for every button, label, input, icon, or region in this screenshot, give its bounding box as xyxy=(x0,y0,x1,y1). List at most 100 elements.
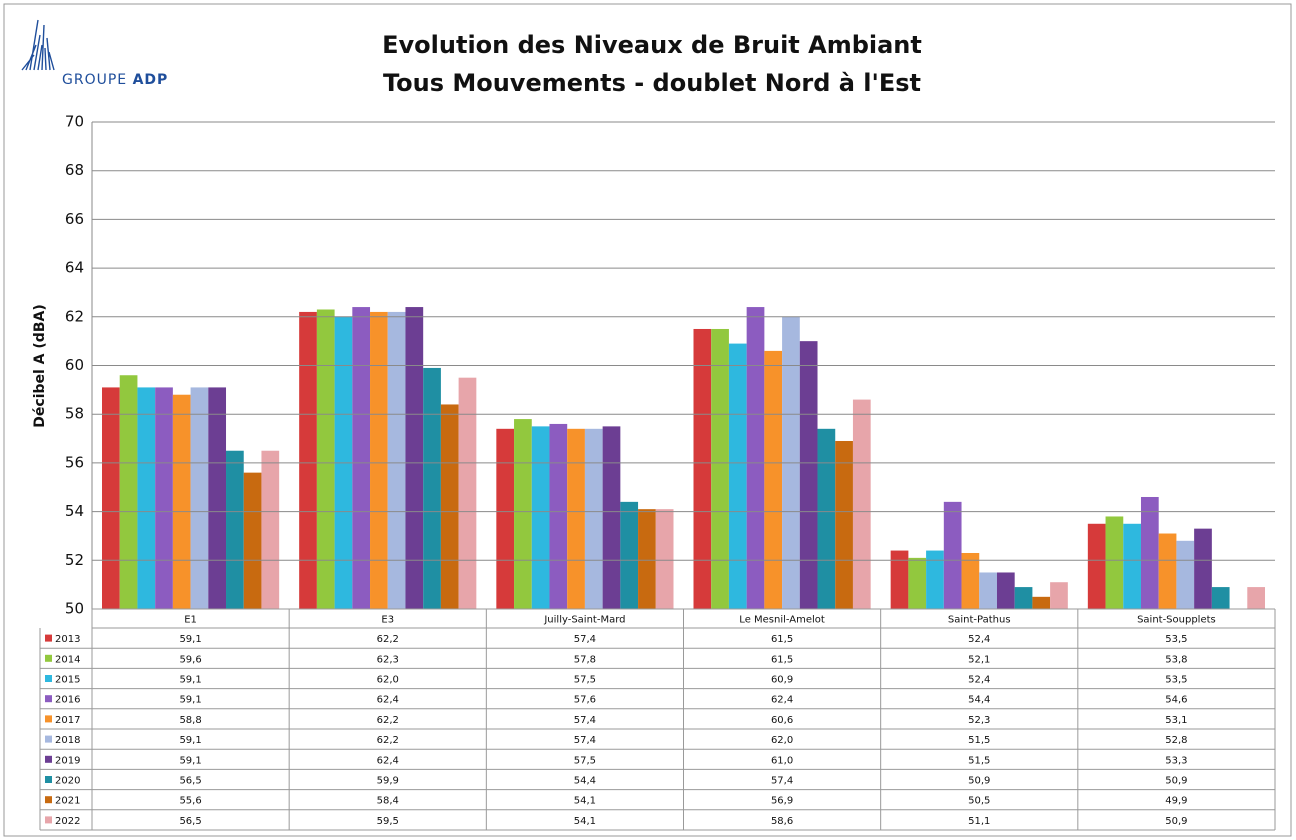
bar xyxy=(638,509,656,609)
legend-swatch xyxy=(45,654,52,662)
bar xyxy=(1050,582,1068,609)
bar xyxy=(387,311,406,609)
bar xyxy=(208,387,227,609)
table-cell: 61,5 xyxy=(771,634,793,645)
table-cell: 50,9 xyxy=(1165,816,1187,827)
y-tick-label: 56 xyxy=(65,453,84,471)
table-cell: 50,9 xyxy=(968,776,990,787)
bar xyxy=(890,550,909,609)
bar xyxy=(1176,540,1195,609)
legend-label: 2017 xyxy=(55,715,80,726)
table-cell: 52,4 xyxy=(968,634,990,645)
bar xyxy=(1032,596,1051,609)
plot xyxy=(102,307,1265,609)
bar xyxy=(1211,587,1230,609)
bar xyxy=(261,450,280,609)
bar xyxy=(243,472,262,609)
bar xyxy=(316,309,335,609)
y-axis-label: Décibel A (dBA) xyxy=(32,304,48,427)
bar xyxy=(979,572,997,609)
y-tick-label: 60 xyxy=(65,356,84,374)
table-cell: 52,1 xyxy=(968,654,990,665)
bar xyxy=(1158,533,1177,609)
y-tick-label: 66 xyxy=(65,210,84,228)
table-cell: 57,5 xyxy=(574,755,596,766)
table-cell: 53,3 xyxy=(1165,755,1187,766)
table-cell: 62,0 xyxy=(377,675,399,686)
table-cell: 62,4 xyxy=(377,755,399,766)
bar xyxy=(1247,587,1265,609)
bar xyxy=(190,387,209,609)
bar xyxy=(496,428,515,609)
table-cell: 53,8 xyxy=(1165,654,1187,665)
x-tick-label: E3 xyxy=(381,615,394,626)
table-cell: 59,1 xyxy=(179,755,201,766)
bar xyxy=(764,350,783,609)
legend-swatch xyxy=(45,634,52,642)
bar xyxy=(370,311,388,609)
bar xyxy=(137,387,156,609)
y-tick-label: 70 xyxy=(65,113,84,131)
bar xyxy=(440,404,459,609)
bar xyxy=(172,394,191,609)
table-cell: 58,6 xyxy=(771,816,793,827)
table-cell: 57,5 xyxy=(574,675,596,686)
table-cell: 52,4 xyxy=(968,675,990,686)
bar xyxy=(514,419,532,609)
bar xyxy=(728,343,747,609)
bar xyxy=(352,307,371,609)
bar xyxy=(1014,587,1033,609)
legend-swatch xyxy=(45,735,52,743)
table-cell: 57,4 xyxy=(771,776,793,787)
bar xyxy=(405,307,424,609)
bar xyxy=(996,572,1015,609)
table-cell: 50,5 xyxy=(968,796,990,807)
table-cell: 62,2 xyxy=(377,715,399,726)
legend-swatch xyxy=(45,675,52,682)
logo-icon xyxy=(21,19,55,71)
x-tick-label: Juilly-Saint-Mard xyxy=(543,615,625,626)
table-cell: 54,1 xyxy=(574,796,596,807)
bar xyxy=(711,328,729,609)
table-cell: 62,3 xyxy=(377,654,399,665)
table-cell: 57,6 xyxy=(574,695,596,706)
bar xyxy=(961,552,980,609)
x-tick-label: Saint-Soupplets xyxy=(1137,615,1216,626)
chart-subtitle: Tous Mouvements - doublet Nord à l'Est xyxy=(383,69,921,97)
bar xyxy=(1105,516,1124,609)
legend-swatch xyxy=(45,695,52,703)
table-cell: 61,0 xyxy=(771,755,793,766)
bar xyxy=(299,311,317,609)
table-cell: 51,5 xyxy=(968,755,990,766)
bar xyxy=(943,501,962,609)
bar xyxy=(799,341,818,609)
bar xyxy=(531,426,550,609)
y-tick-label: 62 xyxy=(65,307,84,325)
table-cell: 62,4 xyxy=(377,695,399,706)
bar xyxy=(102,387,120,609)
bar xyxy=(835,440,853,609)
legend-swatch xyxy=(45,796,52,804)
table-cell: 51,5 xyxy=(968,735,990,746)
bar xyxy=(693,328,712,609)
bar xyxy=(584,428,603,609)
x-tick-label: E1 xyxy=(184,615,197,626)
table-cell: 57,4 xyxy=(574,634,596,645)
table-cell: 57,8 xyxy=(574,654,596,665)
legend-label: 2014 xyxy=(55,654,80,665)
bar xyxy=(620,501,639,609)
bar xyxy=(155,387,173,609)
table-cell: 62,2 xyxy=(377,735,399,746)
table-cell: 60,6 xyxy=(771,715,793,726)
legend-swatch xyxy=(45,776,52,783)
table-cell: 57,4 xyxy=(574,715,596,726)
bar xyxy=(602,426,621,609)
bar xyxy=(1123,523,1141,609)
bar xyxy=(567,428,585,609)
table-cell: 59,1 xyxy=(179,695,201,706)
table-cell: 54,6 xyxy=(1165,695,1187,706)
y-tick-label: 64 xyxy=(65,259,84,277)
table-cell: 62,4 xyxy=(771,695,793,706)
y-tick-label: 58 xyxy=(65,405,84,423)
bar xyxy=(119,375,138,609)
